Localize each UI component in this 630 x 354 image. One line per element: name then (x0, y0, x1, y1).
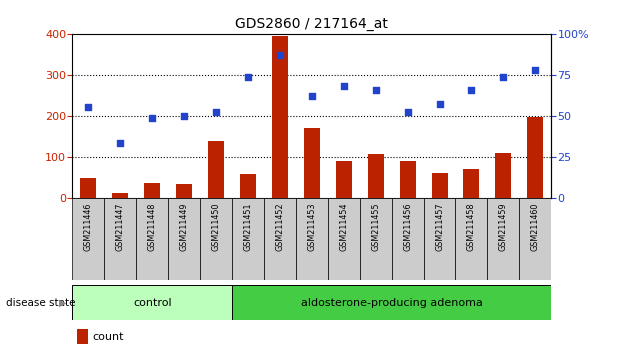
Bar (392, 198, 423, 280)
Bar (144, 183, 160, 198)
Title: GDS2860 / 217164_at: GDS2860 / 217164_at (236, 17, 388, 31)
Bar (232, 285, 551, 320)
Point (370, 87, 381, 93)
Bar (368, 154, 384, 198)
Text: GSM211455: GSM211455 (371, 202, 380, 251)
Bar (72, 285, 232, 320)
Bar (232, 198, 264, 280)
Text: control: control (133, 298, 171, 308)
Point (179, 113, 189, 119)
Bar (527, 117, 543, 198)
Bar (464, 170, 479, 198)
Text: GSM211453: GSM211453 (307, 202, 316, 251)
Bar (81, 178, 96, 198)
Point (275, 52, 285, 58)
Text: GSM211446: GSM211446 (84, 202, 93, 251)
Bar (200, 198, 232, 280)
Point (83, 104, 93, 110)
Bar (72, 198, 105, 280)
Point (466, 87, 476, 93)
Text: count: count (93, 332, 124, 342)
Bar (432, 173, 447, 198)
Bar (336, 161, 352, 198)
Text: GSM211452: GSM211452 (275, 202, 284, 251)
Point (307, 93, 317, 99)
Bar (240, 175, 256, 198)
Point (339, 84, 349, 89)
Text: GSM211447: GSM211447 (116, 202, 125, 251)
Text: GSM211460: GSM211460 (531, 202, 540, 251)
Bar (488, 198, 519, 280)
Point (435, 102, 445, 107)
Text: GSM211459: GSM211459 (499, 202, 508, 251)
Text: GSM211448: GSM211448 (148, 202, 157, 251)
Text: GSM211458: GSM211458 (467, 202, 476, 251)
Bar (168, 198, 200, 280)
Text: GSM211449: GSM211449 (180, 202, 188, 251)
Text: aldosterone-producing adenoma: aldosterone-producing adenoma (301, 298, 483, 308)
Bar (272, 36, 288, 198)
Text: GSM211451: GSM211451 (244, 202, 253, 251)
Bar (296, 198, 328, 280)
Bar (495, 153, 512, 198)
Bar (176, 184, 192, 198)
Bar (136, 198, 168, 280)
Point (243, 74, 253, 80)
Bar (360, 198, 392, 280)
Text: GSM211456: GSM211456 (403, 202, 412, 251)
Text: GSM211450: GSM211450 (212, 202, 220, 251)
Bar (105, 198, 136, 280)
Point (530, 67, 541, 73)
Bar (328, 198, 360, 280)
Point (403, 109, 413, 115)
Point (498, 74, 508, 80)
Text: GSM211454: GSM211454 (340, 202, 348, 251)
Text: ▶: ▶ (59, 298, 66, 308)
Bar (208, 141, 224, 198)
Point (147, 115, 158, 121)
Text: disease state: disease state (6, 298, 76, 308)
Bar (304, 128, 320, 198)
Bar (399, 161, 416, 198)
Point (211, 109, 221, 115)
Bar (423, 198, 455, 280)
Bar (455, 198, 488, 280)
Bar (77, 329, 88, 344)
Bar (519, 198, 551, 280)
Bar (112, 193, 129, 198)
Point (115, 140, 125, 145)
Bar (264, 198, 296, 280)
Text: GSM211457: GSM211457 (435, 202, 444, 251)
